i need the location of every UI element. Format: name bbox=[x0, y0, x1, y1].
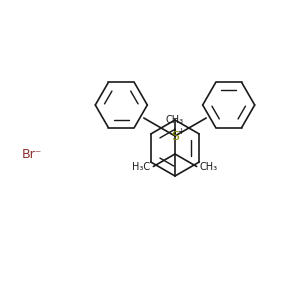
Text: +: + bbox=[178, 127, 184, 136]
Text: CH₃: CH₃ bbox=[166, 115, 184, 125]
Text: H₃C: H₃C bbox=[132, 161, 150, 172]
Text: CH₃: CH₃ bbox=[200, 161, 218, 172]
Text: Br⁻: Br⁻ bbox=[22, 148, 42, 161]
Text: S: S bbox=[171, 130, 179, 142]
